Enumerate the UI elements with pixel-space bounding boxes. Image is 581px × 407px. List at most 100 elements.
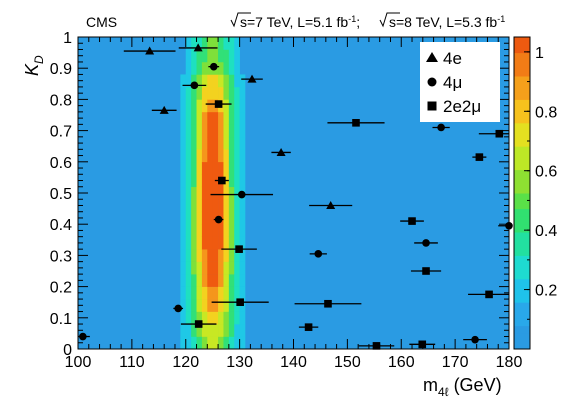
heatmap-cell <box>191 124 197 138</box>
y-axis-ticks <box>78 36 509 350</box>
heatmap-cell <box>218 236 224 250</box>
heatmap-cell <box>218 49 224 63</box>
heatmap-cell <box>180 299 187 312</box>
heatmap-cell <box>201 336 208 350</box>
heatmap-cell <box>185 61 192 75</box>
y-tick-label: 0.7 <box>50 124 72 141</box>
x-tick-label: 100 <box>65 354 92 371</box>
heatmap-cell <box>207 299 213 312</box>
heatmap-cell <box>201 286 208 300</box>
plot-frame <box>77 36 510 350</box>
heatmap-cell <box>218 136 224 150</box>
heatmap-cell <box>234 199 240 213</box>
point-2e2mu <box>352 119 360 127</box>
heatmap-cell <box>223 99 230 113</box>
heatmap-cell <box>212 186 219 200</box>
heatmap-cell <box>201 274 208 287</box>
heatmap-cell <box>212 86 219 100</box>
heatmap-cell <box>196 111 203 125</box>
heatmap-cell <box>234 149 240 163</box>
legend-marker-circle <box>427 77 437 87</box>
heatmap-cell <box>228 61 235 75</box>
heatmap-cell <box>207 86 213 100</box>
colorbar-tick-labels: 0.2 0.4 0.6 0.8 1 <box>535 45 557 300</box>
heatmap-cell <box>185 274 192 287</box>
heatmap-cell <box>180 236 187 250</box>
x-tick-label: 150 <box>334 354 361 371</box>
heatmap-cell <box>234 49 240 63</box>
heatmap-cell <box>196 86 203 100</box>
colorbar-segment <box>514 286 530 295</box>
heatmap-cell <box>207 199 213 213</box>
heatmap-cell <box>228 174 235 188</box>
point-4mu <box>314 250 323 258</box>
colorbar-tick-label: 0.2 <box>535 283 557 300</box>
heatmap-cell <box>191 261 197 275</box>
heatmap-cell <box>228 336 235 350</box>
heatmap-cell <box>207 111 213 125</box>
heatmap-cell <box>223 236 230 250</box>
heatmap-cell <box>207 261 213 275</box>
heatmap-cell <box>185 211 192 225</box>
point-2e2mu <box>194 320 203 328</box>
heatmap-cell <box>239 286 246 300</box>
heatmap-cell <box>228 161 235 175</box>
heatmap-cell <box>212 224 219 237</box>
heatmap-cell <box>196 61 203 75</box>
heatmap-cell <box>234 124 240 138</box>
point-4e <box>326 200 336 209</box>
x-axis-title-main: m <box>423 375 438 395</box>
point-2e2mu <box>214 100 223 108</box>
heatmap-cell <box>191 336 197 350</box>
heatmap-cell <box>228 86 235 100</box>
heatmap-cell <box>228 236 235 250</box>
point-2e2mu <box>495 129 504 138</box>
heatmap-cell <box>212 161 219 175</box>
colorbar-segment <box>514 317 530 327</box>
colorbar-segment <box>514 60 530 69</box>
heatmap-cell <box>234 86 240 100</box>
colorbar-segment <box>514 247 530 256</box>
colorbar-segment <box>514 255 530 264</box>
heatmap-cell <box>201 199 208 213</box>
heatmap-cell <box>201 324 208 337</box>
colorbar-segment <box>514 216 530 225</box>
energy-label-part3-sup: -1 <box>497 14 505 24</box>
heatmap-cell <box>185 49 192 63</box>
heatmap-cell <box>207 174 213 188</box>
heatmap-cell <box>239 274 246 287</box>
heatmap-cell <box>180 74 187 88</box>
heatmap-cell <box>180 261 187 275</box>
heatmap-cell <box>201 124 208 138</box>
point-4e <box>159 105 169 114</box>
heatmap-cell <box>212 261 219 275</box>
heatmap-cell <box>218 261 224 275</box>
sqrt-symbol-2 <box>379 12 400 28</box>
x-axis-ticks <box>77 37 510 349</box>
heatmap-cell <box>218 111 224 125</box>
heatmap-cell <box>196 99 203 113</box>
point-2e2mu <box>236 298 244 306</box>
y-tick-label: 1 <box>63 30 72 47</box>
heatmap-cell <box>185 136 192 150</box>
heatmap-cell <box>228 249 235 262</box>
heatmap-cell <box>228 261 235 275</box>
heatmap-cell <box>223 211 230 225</box>
heatmap-cell <box>207 49 213 63</box>
heatmap-cell <box>228 37 235 50</box>
heatmap-cell <box>234 99 240 113</box>
x-axis-title-unit: (GeV) <box>449 375 502 395</box>
x-axis-title-sub: 4ℓ <box>438 385 449 399</box>
heatmap-cell <box>201 49 208 63</box>
x-axis-title: m4ℓ (GeV) <box>423 375 502 399</box>
heatmap-cell <box>218 61 224 75</box>
heatmap-cell <box>228 149 235 163</box>
heatmap-cell <box>191 37 197 50</box>
heatmap-cell <box>180 311 187 325</box>
point-4mu <box>79 332 87 341</box>
heatmap-cell <box>218 324 224 337</box>
heatmap-cell <box>201 74 208 88</box>
heatmap-cell <box>223 311 230 325</box>
x-tick-labels: 100 110 120 130 140 150 160 170 180 <box>65 354 523 371</box>
x-tick-label: 170 <box>442 354 469 371</box>
